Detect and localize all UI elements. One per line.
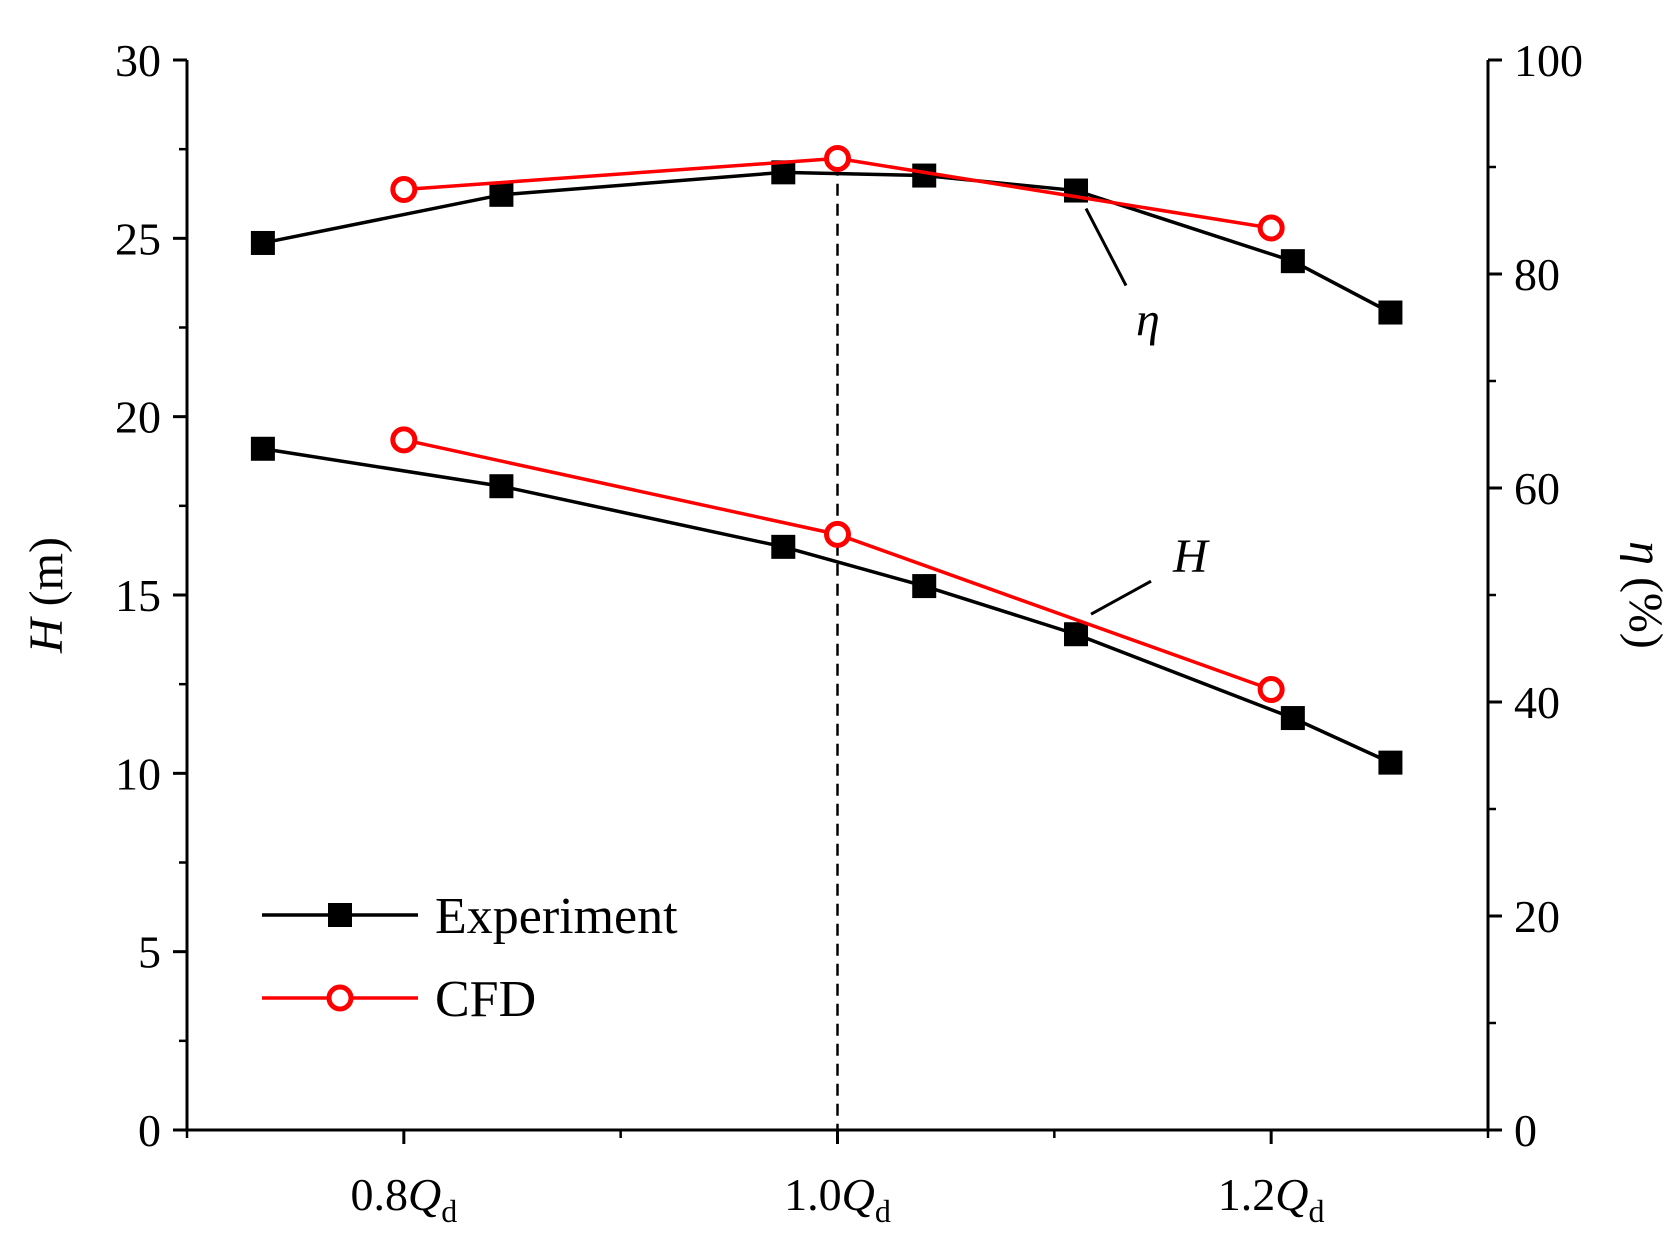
right-axis-tick-label: 20 bbox=[1514, 891, 1560, 942]
experiment-head-point bbox=[1378, 750, 1403, 775]
left-axis-tick-label: 10 bbox=[115, 748, 161, 799]
right-axis-tick-label: 60 bbox=[1514, 463, 1560, 514]
cfd-head-point bbox=[1257, 676, 1285, 704]
experiment-head-point bbox=[1064, 622, 1089, 647]
right-axis-tick-label: 80 bbox=[1514, 249, 1560, 300]
right-axis-title: η (%) bbox=[1619, 541, 1672, 649]
x-axis-tick-label: 1.0Qd bbox=[784, 1169, 891, 1229]
left-axis-title: H (m) bbox=[20, 537, 73, 654]
right-axis-tick-label: 40 bbox=[1514, 677, 1560, 728]
eta-curve-label: η bbox=[1136, 294, 1160, 347]
experiment-head-point bbox=[912, 574, 937, 599]
experiment-efficiency-point bbox=[912, 163, 937, 188]
experiment-efficiency-point bbox=[489, 182, 514, 207]
legend-cfd-label: CFD bbox=[435, 971, 536, 1028]
legend-experiment-label: Experiment bbox=[435, 888, 678, 945]
experiment-head-line bbox=[262, 447, 1392, 765]
legend-cfd-marker bbox=[326, 984, 354, 1012]
experiment-head-point bbox=[1280, 706, 1305, 731]
legend-experiment-marker bbox=[328, 903, 352, 927]
left-axis-tick-label: 5 bbox=[138, 927, 161, 978]
cfd-head-point bbox=[824, 520, 851, 548]
experiment-efficiency-line bbox=[262, 170, 1392, 315]
h-curve-label: H bbox=[1172, 530, 1210, 583]
experiment-head-point bbox=[771, 534, 796, 559]
right-axis-tick-label: 0 bbox=[1514, 1105, 1537, 1156]
left-axis-tick-label: 0 bbox=[138, 1105, 161, 1156]
left-axis-tick-label: 30 bbox=[115, 35, 161, 86]
left-axis-tick-label: 20 bbox=[115, 392, 161, 443]
cfd-efficiency-point bbox=[824, 144, 851, 172]
left-axis-tick-label: 15 bbox=[115, 570, 161, 621]
cfd-head-point bbox=[390, 426, 418, 454]
experiment-efficiency-point bbox=[250, 230, 275, 255]
eta-label-leader bbox=[1084, 207, 1128, 287]
experiment-head-point bbox=[250, 436, 275, 461]
left-axis-tick-label: 25 bbox=[115, 213, 161, 264]
experiment-head-point bbox=[489, 474, 514, 499]
cfd-efficiency-point bbox=[390, 175, 418, 203]
x-axis-tick-label: 1.2Qd bbox=[1218, 1169, 1325, 1229]
experiment-efficiency-point bbox=[1378, 300, 1403, 325]
right-axis-tick-label: 100 bbox=[1514, 35, 1583, 86]
x-axis-tick-label: 0.8Qd bbox=[350, 1169, 457, 1229]
cfd-efficiency-point bbox=[1257, 214, 1285, 242]
h-label-leader bbox=[1090, 579, 1152, 616]
experiment-efficiency-point bbox=[1280, 249, 1305, 274]
